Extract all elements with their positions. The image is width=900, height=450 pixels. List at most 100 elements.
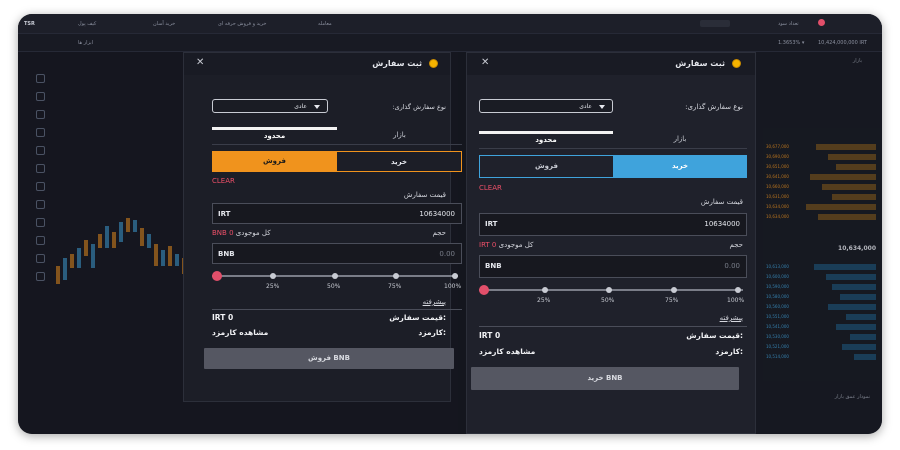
measure-icon[interactable] [36, 182, 45, 191]
bid-row[interactable]: 10,580,000 [762, 294, 876, 300]
volume-value: 0.00 [439, 250, 455, 258]
tab-market[interactable]: بازار [673, 135, 687, 143]
magnet-icon[interactable] [36, 218, 45, 227]
order-type-select[interactable]: عادی [212, 99, 328, 113]
ask-row[interactable]: 10,634,000 [762, 214, 876, 220]
volume-slider[interactable]: 25% 50% 75% 100% [479, 285, 745, 305]
volume-label: حجم [729, 241, 743, 249]
tab-limit[interactable]: محدود [479, 131, 613, 149]
volume-slider[interactable]: 25% 50% 75% 100% [212, 271, 462, 291]
crosshair-icon[interactable] [36, 74, 45, 83]
bid-row[interactable]: 10,600,000 [762, 274, 876, 280]
trash-icon[interactable] [36, 272, 45, 281]
bid-row[interactable]: 10,560,000 [762, 304, 876, 310]
clear-button[interactable]: CLEAR [479, 184, 502, 192]
app-window: TSR کیف پول خرید آسان خرید و فروش حرفه ا… [18, 14, 882, 434]
order-price-value: IRT 0 [479, 331, 501, 340]
fee-link[interactable]: مشاهده کارمزد [212, 328, 269, 337]
balance-value: BNB 0 [212, 229, 234, 237]
bnb-coin-icon [429, 59, 438, 68]
volume-label: حجم [432, 229, 446, 237]
order-type-value: عادی [294, 103, 307, 110]
trendline-icon[interactable] [36, 92, 45, 101]
ask-row[interactable]: 10,631,000 [762, 194, 876, 200]
bid-row[interactable]: 10,590,000 [762, 284, 876, 290]
nav-item-easy-buy[interactable]: خرید آسان [153, 21, 176, 27]
side-toggle: خرید فروش [212, 151, 462, 172]
ask-row[interactable]: 10,660,000 [762, 184, 876, 190]
advanced-link[interactable]: پیشرفته [422, 298, 446, 306]
buy-tab[interactable]: خرید [613, 155, 747, 178]
zoom-icon[interactable] [36, 200, 45, 209]
side-toggle: خرید فروش [479, 155, 747, 178]
order-type-select[interactable]: عادی [479, 99, 613, 113]
bnb-coin-icon [732, 59, 741, 68]
slider-handle[interactable] [479, 285, 489, 295]
language-select[interactable] [700, 20, 730, 27]
advanced-link[interactable]: پیشرفته [719, 314, 743, 322]
balance-label: کل موجودی IRT 0 [479, 241, 534, 249]
bid-row[interactable]: 10,521,000 [762, 344, 876, 350]
close-icon[interactable]: ✕ [196, 57, 205, 68]
price-currency: IRT [485, 220, 498, 228]
divider [479, 326, 747, 327]
slider-mark-75: 75% [665, 297, 679, 304]
pattern-icon[interactable] [36, 164, 45, 173]
sell-tab[interactable]: فروش [212, 151, 337, 172]
nav-item-trade[interactable]: معامله [318, 21, 332, 27]
nav-item-profit[interactable]: تعداد سود [778, 21, 799, 27]
order-panel-sell: ✕ ثبت سفارش نوع سفارش گذاری: عادی بازار … [183, 52, 462, 402]
fee-label: کارمزد: [418, 328, 446, 337]
panel-header: ✕ ثبت سفارش [467, 53, 755, 75]
ask-row[interactable]: 30,677,000 [762, 144, 876, 150]
clear-button[interactable]: CLEAR [212, 177, 235, 185]
slider-mark-75: 75% [388, 283, 402, 290]
chevron-down-icon [599, 105, 605, 109]
sell-tab[interactable]: فروش [479, 155, 613, 178]
order-price-label: قیمت سفارش: [389, 313, 446, 322]
buy-submit-button[interactable]: خرید BNB [471, 367, 739, 390]
volume-input[interactable]: BNB 0.00 [479, 255, 747, 278]
panel-header: ✕ ثبت سفارش [184, 53, 450, 75]
nav-item-wallet[interactable]: کیف پول [78, 21, 97, 27]
bid-row[interactable]: 10,514,000 [762, 354, 876, 360]
balance-label: کل موجودی BNB 0 [212, 229, 271, 237]
ask-row[interactable]: 30,690,000 [762, 154, 876, 160]
nav-item-pro-trade[interactable]: خرید و فروش حرفه ای [218, 21, 267, 27]
slider-mark-25: 25% [266, 283, 280, 290]
ask-row[interactable]: 30,641,000 [762, 174, 876, 180]
notification-icon[interactable] [818, 19, 825, 26]
price-value: 10634000 [704, 220, 740, 228]
price-input[interactable]: IRT 10634000 [212, 203, 462, 224]
fib-icon[interactable] [36, 110, 45, 119]
bid-row[interactable]: 10,613,000 [762, 264, 876, 270]
sub-toolbar: ابزار ها 1.3653% ▾ 10,424,000,000 IRT [18, 34, 882, 52]
close-icon[interactable]: ✕ [481, 57, 490, 68]
bid-row[interactable]: 10,551,000 [762, 314, 876, 320]
eye-icon[interactable] [36, 254, 45, 263]
order-panel-buy: ✕ ثبت سفارش نوع سفارش گذاری: عادی بازار … [466, 52, 756, 434]
volume-value: 0.00 [724, 262, 740, 270]
slider-handle[interactable] [212, 271, 222, 281]
buy-tab[interactable]: خرید [337, 151, 462, 172]
price-input[interactable]: IRT 10634000 [479, 213, 747, 236]
fee-link[interactable]: مشاهده کارمزد [479, 347, 536, 356]
depth-chart-title: نمودار عمق بازار [834, 394, 870, 400]
text-icon[interactable] [36, 146, 45, 155]
slider-mark-100: 100% [727, 297, 745, 304]
bid-row[interactable]: 10,541,000 [762, 324, 876, 330]
tab-market[interactable]: بازار [393, 131, 406, 139]
ask-row[interactable]: 10,634,000 [762, 204, 876, 210]
order-price-label: قیمت سفارش: [686, 331, 743, 340]
sell-submit-button[interactable]: فروش BNB [204, 348, 454, 369]
lock-icon[interactable] [36, 236, 45, 245]
tab-limit[interactable]: محدود [212, 127, 337, 145]
brush-icon[interactable] [36, 128, 45, 137]
slider-mark-100: 100% [444, 283, 462, 290]
fee-label: کارمزد: [715, 347, 743, 356]
ask-row[interactable]: 30,651,000 [762, 164, 876, 170]
top-nav: TSR کیف پول خرید آسان خرید و فروش حرفه ا… [18, 14, 882, 34]
volume-input[interactable]: BNB 0.00 [212, 243, 462, 264]
tools-label[interactable]: ابزار ها [78, 40, 94, 46]
bid-row[interactable]: 10,530,000 [762, 334, 876, 340]
